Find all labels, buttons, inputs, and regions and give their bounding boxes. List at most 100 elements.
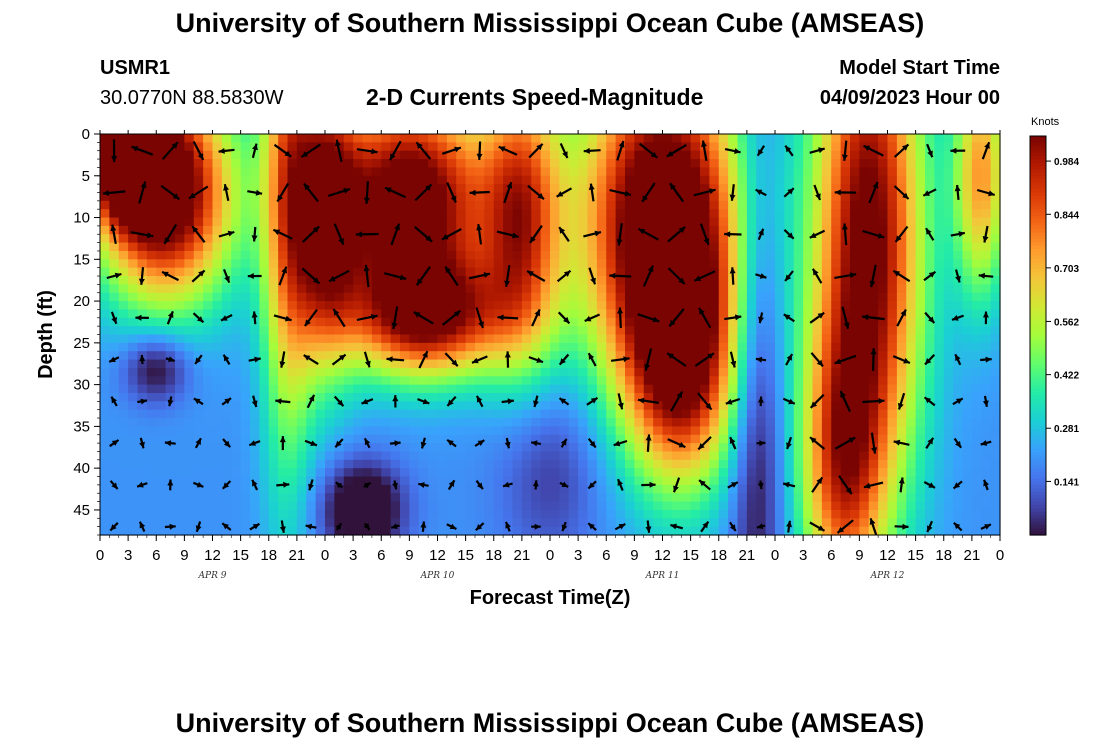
heatmap-cell bbox=[653, 142, 664, 152]
heatmap-cell bbox=[278, 509, 289, 519]
heatmap-cell bbox=[465, 484, 476, 494]
heatmap-cell bbox=[371, 493, 382, 503]
heatmap-cell bbox=[306, 376, 317, 386]
heatmap-cell bbox=[503, 334, 514, 344]
heatmap-cell bbox=[268, 142, 279, 152]
vector-arrowhead bbox=[559, 358, 566, 365]
heatmap-cell bbox=[259, 150, 270, 160]
heatmap-cell bbox=[915, 418, 926, 427]
heatmap-cell bbox=[700, 200, 710, 210]
heatmap-cell bbox=[728, 167, 739, 177]
heatmap-cell bbox=[737, 509, 748, 519]
heatmap-cell bbox=[381, 292, 392, 302]
heatmap-cell bbox=[709, 150, 720, 160]
heatmap-cell bbox=[775, 242, 785, 252]
heatmap-cell bbox=[943, 309, 954, 319]
heatmap-cell bbox=[325, 200, 335, 210]
heatmap-cell bbox=[456, 443, 467, 453]
heatmap-cell bbox=[606, 284, 617, 294]
heatmap-cell bbox=[990, 334, 1001, 344]
vector-arrowhead bbox=[422, 398, 430, 405]
heatmap-cell bbox=[503, 493, 514, 503]
heatmap-cell bbox=[437, 267, 448, 277]
heatmap-cell bbox=[540, 326, 551, 336]
heatmap-cell bbox=[859, 418, 870, 427]
heatmap-cell bbox=[596, 484, 607, 494]
heatmap-cell bbox=[709, 518, 720, 528]
heatmap-cell bbox=[887, 518, 898, 528]
heatmap-cell bbox=[962, 409, 973, 419]
heatmap-cell bbox=[971, 376, 982, 386]
heatmap-cell bbox=[221, 334, 232, 344]
heatmap-cell bbox=[896, 200, 907, 210]
vector-arrowhead bbox=[418, 482, 425, 488]
heatmap-cell bbox=[587, 392, 598, 402]
heatmap-cell bbox=[859, 376, 870, 386]
heatmap-cell bbox=[765, 301, 776, 311]
heatmap-cell bbox=[634, 443, 645, 453]
heatmap-cell bbox=[409, 334, 420, 344]
heatmap-cell bbox=[981, 184, 992, 194]
heatmap-cell bbox=[615, 501, 626, 511]
heatmap-cell bbox=[446, 443, 457, 453]
heatmap-cell bbox=[409, 150, 420, 160]
heatmap-cell bbox=[671, 392, 682, 402]
heatmap-cell bbox=[409, 175, 420, 185]
heatmap-cell bbox=[362, 317, 373, 327]
heatmap-cell bbox=[465, 367, 476, 377]
heatmap-cell bbox=[934, 284, 945, 294]
heatmap-cell bbox=[221, 526, 232, 536]
vector-arrowhead bbox=[527, 271, 534, 277]
heatmap-cell bbox=[100, 376, 110, 386]
heatmap-cell bbox=[428, 334, 439, 344]
vector-arrowhead bbox=[650, 151, 658, 158]
heatmap-cell bbox=[803, 509, 814, 519]
heatmap-cell bbox=[765, 501, 776, 511]
heatmap-cell bbox=[681, 250, 692, 260]
heatmap-cell bbox=[737, 134, 748, 143]
heatmap-cell bbox=[128, 200, 139, 210]
heatmap-cell bbox=[981, 134, 992, 143]
heatmap-cell bbox=[146, 468, 157, 478]
heatmap-cell bbox=[409, 392, 420, 402]
heatmap-cell bbox=[409, 250, 420, 260]
heatmap-cell bbox=[868, 217, 879, 227]
heatmap-cell bbox=[878, 200, 889, 210]
heatmap-cell bbox=[906, 175, 917, 185]
heatmap-cell bbox=[700, 451, 710, 461]
heatmap-cell bbox=[756, 334, 767, 344]
heatmap-cell bbox=[831, 217, 842, 227]
heatmap-cell bbox=[503, 459, 514, 469]
heatmap-cell bbox=[840, 493, 851, 503]
heatmap-cell bbox=[325, 493, 335, 503]
heatmap-cell bbox=[793, 334, 804, 344]
heatmap-cell bbox=[681, 468, 692, 478]
heatmap-cell bbox=[775, 367, 785, 377]
heatmap-cell bbox=[793, 367, 804, 377]
heatmap-cell bbox=[306, 501, 317, 511]
heatmap-cell bbox=[587, 142, 598, 152]
heatmap-cell bbox=[184, 234, 195, 244]
heatmap-cell bbox=[193, 259, 204, 269]
heatmap-cell bbox=[559, 342, 570, 352]
heatmap-cell bbox=[962, 267, 973, 277]
heatmap-cell bbox=[325, 501, 335, 511]
heatmap-cell bbox=[353, 242, 364, 252]
heatmap-cell bbox=[803, 184, 814, 194]
heatmap-cell bbox=[943, 250, 954, 260]
heatmap-cell bbox=[231, 468, 242, 478]
heatmap-cell bbox=[878, 367, 889, 377]
heatmap-cell bbox=[859, 392, 870, 402]
heatmap-cell bbox=[212, 484, 223, 494]
heatmap-cell bbox=[803, 242, 814, 252]
heatmap-cell bbox=[128, 150, 139, 160]
heatmap-cell bbox=[775, 392, 785, 402]
heatmap-cell bbox=[428, 451, 439, 461]
heatmap-cell bbox=[409, 342, 420, 352]
heatmap-cell bbox=[821, 526, 832, 536]
heatmap-cell bbox=[278, 159, 289, 169]
heatmap-cell bbox=[803, 267, 814, 277]
heatmap-cell bbox=[840, 418, 851, 427]
heatmap-cell bbox=[437, 468, 448, 478]
heatmap-cell bbox=[765, 159, 776, 169]
